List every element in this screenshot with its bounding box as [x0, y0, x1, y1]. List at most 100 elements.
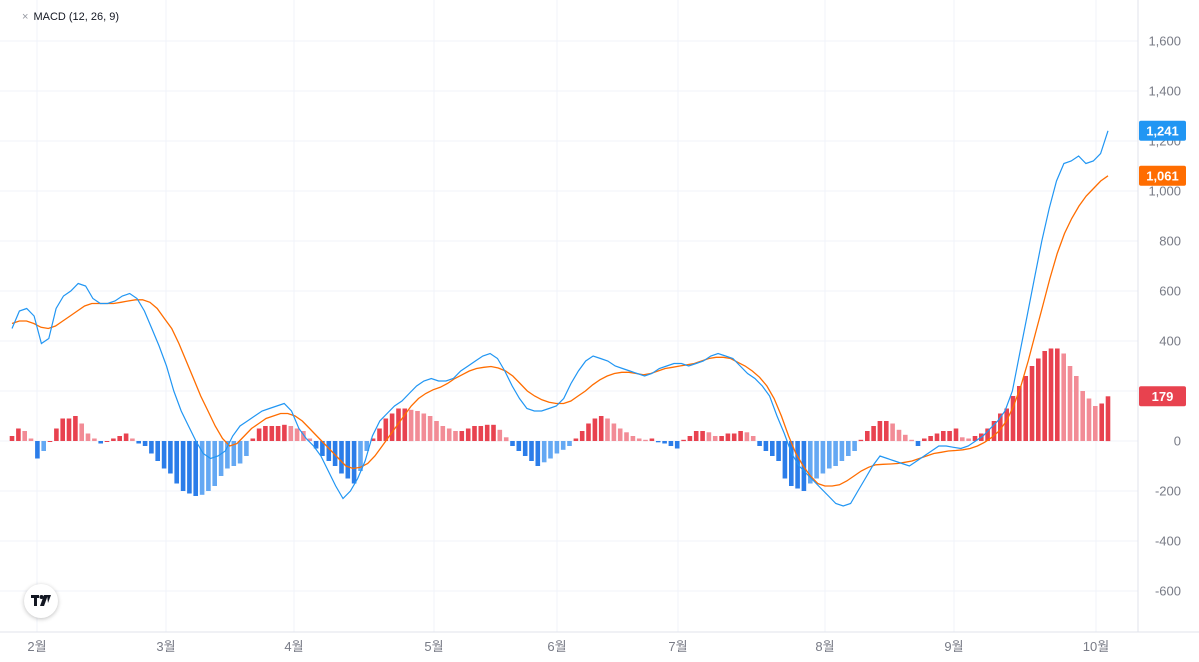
histogram-bar	[985, 428, 990, 441]
macd-last-value-tag: 1,241	[1146, 123, 1179, 138]
last-value-tags: 1,241 1,061 179	[1139, 120, 1186, 407]
histogram-bar	[1048, 348, 1054, 441]
histogram-bar	[839, 441, 845, 461]
x-tick-label: 6월	[547, 639, 566, 654]
histogram-bar	[440, 426, 446, 441]
histogram-bar	[712, 436, 718, 441]
histogram-bar	[73, 416, 78, 441]
histogram-bar	[269, 426, 275, 441]
histogram-bar	[554, 441, 560, 454]
histogram-bar	[1086, 398, 1092, 441]
y-tick-label: 1,600	[1148, 34, 1181, 49]
histogram-bar	[770, 441, 775, 456]
histogram-bar	[719, 436, 724, 441]
time-axis[interactable]: 2월 3월 4월 5월 6월 7월 8월 9월 10월	[27, 639, 1109, 654]
histogram-bar	[516, 441, 522, 451]
histogram-bar	[922, 438, 927, 441]
histogram-bar	[877, 421, 883, 441]
histogram-bar	[345, 441, 351, 479]
histogram-bar	[529, 441, 534, 461]
histogram-bar	[655, 441, 661, 443]
histogram-bars	[9, 348, 1111, 496]
signal-last-value-tag-bg	[1139, 165, 1186, 186]
histogram-bar	[998, 413, 1003, 441]
histogram-bar	[560, 441, 566, 450]
histogram-bar	[98, 441, 103, 444]
histogram-bar	[693, 431, 699, 441]
histogram-bar	[674, 441, 680, 449]
histogram-bar	[22, 431, 27, 441]
histogram-bar	[282, 424, 287, 442]
y-tick-label: 1,400	[1148, 84, 1181, 99]
histogram-bar	[288, 426, 294, 441]
histogram-bar	[725, 433, 731, 441]
histogram-bar	[244, 441, 249, 456]
histogram-bar	[966, 438, 971, 441]
histogram-bar	[396, 408, 401, 441]
histogram-bar	[1061, 353, 1066, 441]
histogram-bar	[47, 441, 53, 442]
histogram-bar	[1004, 408, 1009, 441]
histogram-bar	[370, 438, 376, 441]
histogram-bar	[250, 438, 256, 441]
histogram-bar	[662, 441, 667, 444]
histogram-bar	[472, 426, 477, 441]
histogram-bar	[364, 441, 370, 451]
histogram-bar	[896, 429, 902, 442]
histogram-bar	[624, 432, 629, 442]
histogram-bar	[649, 438, 655, 441]
histogram-bar	[941, 431, 946, 441]
histogram-bar	[187, 441, 192, 494]
histogram-bar	[1080, 391, 1085, 441]
histogram-bar	[142, 441, 148, 446]
histogram-bar	[377, 428, 382, 441]
histogram-bar	[415, 411, 420, 441]
histogram-bar	[339, 441, 344, 474]
histogram-bar	[909, 439, 914, 442]
histogram-bar	[28, 438, 34, 441]
histogram-bar	[41, 441, 46, 451]
histogram-bar	[871, 426, 876, 441]
histogram-bar	[763, 441, 769, 451]
histogram-bar	[358, 441, 363, 471]
histogram-bar	[814, 441, 819, 479]
histogram-bar	[1099, 403, 1104, 441]
histogram-bar	[1029, 366, 1035, 441]
histogram-last-value-tag: 179	[1152, 389, 1174, 404]
histogram-bar	[884, 421, 889, 441]
x-tick-label: 4월	[284, 639, 303, 654]
x-tick-label: 7월	[668, 639, 687, 654]
histogram-bar	[605, 418, 610, 441]
histogram-bar	[776, 441, 781, 461]
histogram-bar	[548, 441, 553, 459]
close-icon[interactable]: ×	[22, 11, 29, 23]
histogram-bar	[484, 424, 490, 442]
histogram-bar	[478, 426, 484, 441]
histogram-bar	[35, 441, 40, 459]
histogram-bar	[865, 431, 870, 441]
y-tick-label: 400	[1159, 334, 1181, 349]
histogram-bar	[598, 416, 604, 441]
histogram-bar	[294, 428, 300, 441]
histogram-bar	[256, 428, 262, 441]
histogram-bar	[149, 441, 154, 454]
histogram-last-value-tag-bg	[1139, 386, 1186, 407]
histogram-bar	[117, 436, 122, 441]
histogram-bar	[389, 413, 395, 441]
signal-line	[11, 175, 1109, 487]
histogram-bar	[79, 423, 84, 441]
histogram-bar	[180, 441, 186, 491]
histogram-bar	[687, 436, 693, 441]
histogram-bar	[1036, 358, 1041, 441]
histogram-bar	[700, 431, 705, 441]
histogram-bar	[199, 441, 205, 495]
histogram-bar	[744, 432, 750, 442]
histogram-bar	[953, 428, 959, 441]
histogram-bar	[313, 441, 319, 449]
histogram-bar	[757, 441, 762, 446]
histogram-bar	[408, 409, 414, 442]
price-axis[interactable]: 1,6001,4001,2001,0008006004002000-200-40…	[1148, 34, 1181, 599]
histogram-bar	[1093, 406, 1098, 441]
tradingview-logo[interactable]	[24, 584, 58, 618]
